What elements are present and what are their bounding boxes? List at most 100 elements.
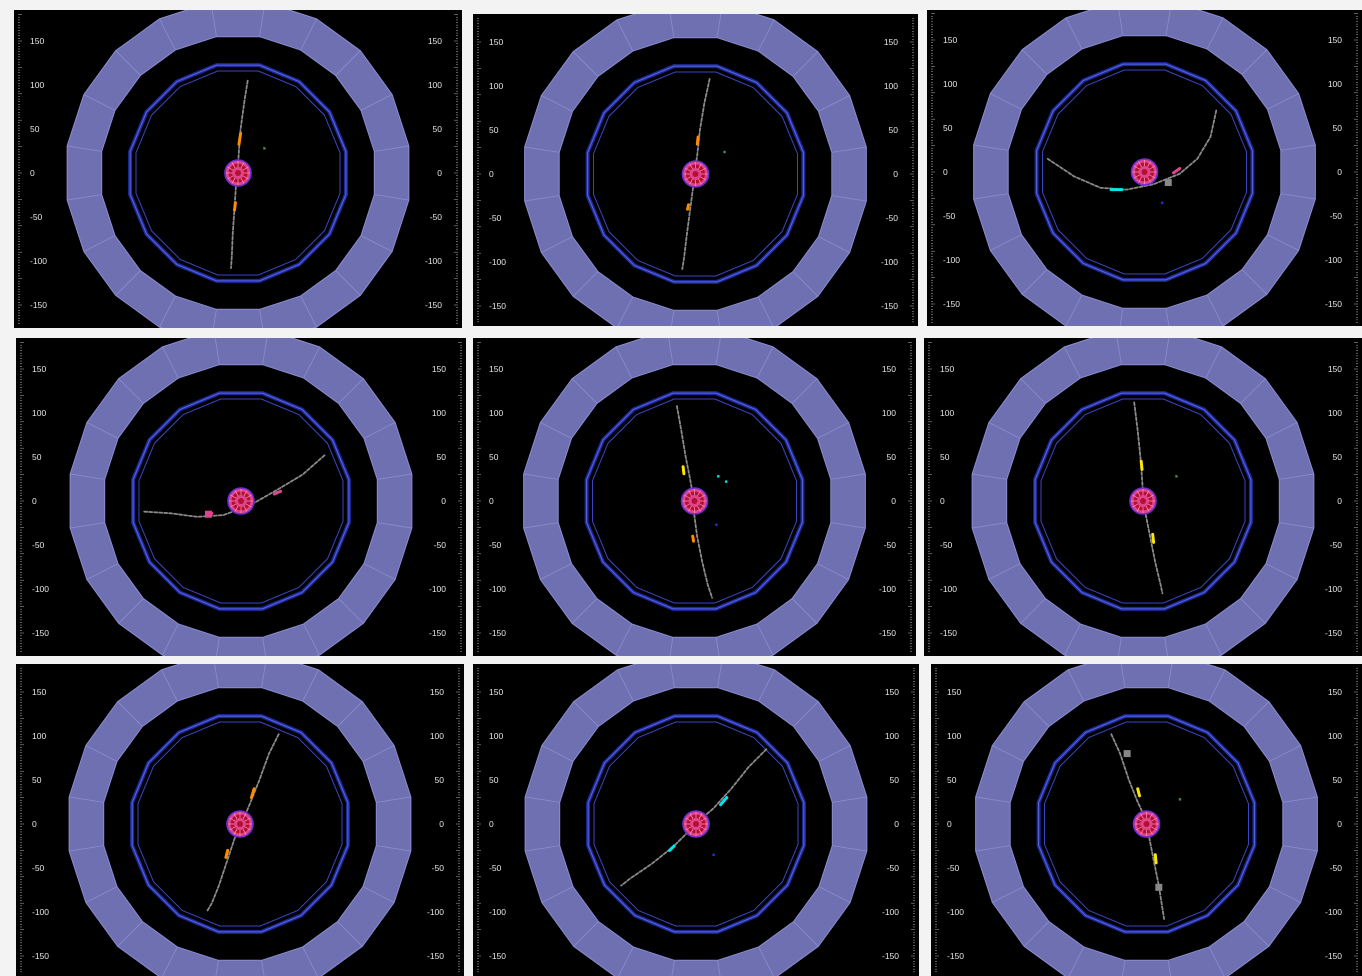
axis-tick-label: -50 [434,540,447,550]
event-panel-7: 150 100 50 0 -50 -100 -150 150 100 50 0 -50 -100 -150 [16,664,464,976]
right-axis: 150 100 50 0 -50 -100 -150 [427,667,460,973]
hit [712,853,715,856]
axis-tick-label: -100 [947,907,964,917]
axis-tick-label: 150 [885,687,899,697]
axis-tick-label: -150 [879,628,896,638]
axis-tick-label: -150 [427,951,444,961]
track-segment [249,787,256,800]
detector-view: 150 100 50 0 -50 -100 -150 150 100 50 0 -50 -100 -150 [16,664,464,976]
isolated-hits [1123,750,1182,891]
axis-tick-label: 150 [882,364,896,374]
axis-tick-label: -150 [881,301,898,311]
inner-detector-ring [584,391,805,611]
track-segment [230,180,238,269]
axis-tick-label: 100 [432,408,446,418]
axis-tick-label: 100 [489,81,503,91]
left-axis: 150 100 50 0 -50 -100 -150 [935,667,964,973]
inner-detector-ring [585,64,806,284]
axis-tick-label: -50 [489,540,502,550]
track-segment [719,796,729,807]
right-axis: 150 100 50 0 -50 -100 -150 [1325,667,1358,973]
axis-tick-label: -100 [882,907,899,917]
axis-tick-label: 150 [32,364,46,374]
central-tracker-core [680,487,709,515]
isolated-hits [1160,179,1172,204]
axis-tick-label: 150 [489,37,503,47]
particle-tracks [205,733,280,913]
hit [1178,798,1182,801]
axis-tick-label: 100 [1328,408,1342,418]
particle-tracks [681,78,711,270]
track-segment [237,131,243,147]
isolated-hits [263,147,266,150]
axis-tick-label: -100 [940,584,957,594]
track-segment [681,181,695,270]
axis-tick-label: 50 [943,123,953,133]
axis-tick-label: -100 [32,584,49,594]
axis-tick-label: -150 [32,951,49,961]
axis-tick-label: -50 [1330,211,1343,221]
left-axis: 150 100 50 0 -50 -100 -150 [477,342,506,652]
central-tracker-core [1129,487,1157,515]
particle-tracks [1133,401,1164,595]
axis-tick-label: 0 [489,169,494,179]
axis-tick-label: 150 [430,687,444,697]
track-segment [272,489,283,496]
detector-view: 150 100 50 0 -50 -100 -150 150 100 50 0 -50 -100 -150 [473,14,918,326]
central-tracker-core [227,487,255,515]
axis-tick-label: -50 [489,863,502,873]
track-segment [668,844,676,852]
right-axis: 150 100 50 0 -50 -100 -150 [425,14,458,324]
axis-tick-label: -50 [32,540,45,550]
hit [204,510,212,518]
left-axis: 150 100 50 0 -50 -100 -150 [20,342,49,652]
axis-tick-label: -150 [30,300,47,310]
axis-tick-label: -50 [940,540,953,550]
axis-tick-label: 100 [489,731,503,741]
isolated-hits [204,510,212,518]
particle-tracks [230,79,249,269]
axis-tick-label: -150 [425,300,442,310]
axis-tick-label: 0 [1337,496,1342,506]
axis-tick-label: 100 [430,731,444,741]
axis-tick-label: 50 [489,452,499,462]
event-panel-4: 150 100 50 0 -50 -100 -150 150 100 50 0 -50 -100 -150 [16,338,466,656]
event-panel-5: 150 100 50 0 -50 -100 -150 150 100 50 0 -50 -100 -150 [473,338,916,656]
axis-tick-label: -150 [489,951,506,961]
inner-detector-ring [1033,391,1253,611]
axis-tick-label: -100 [1325,584,1342,594]
axis-tick-label: -150 [489,301,506,311]
axis-tick-label: 50 [889,125,899,135]
event-panel-1: 150 100 50 0 -50 -100 -150 150 100 50 0 -50 -100 -150 [14,10,462,328]
left-axis: 150 100 50 0 -50 -100 -150 [477,17,506,323]
particle-tracks [675,405,714,599]
axis-tick-label: 0 [32,496,37,506]
right-axis: 150 100 50 0 -50 -100 -150 [882,667,915,973]
axis-tick-label: 0 [940,496,945,506]
central-tracker-core [1132,810,1161,838]
axis-tick-label: 0 [439,819,444,829]
inner-detector-ring [586,714,806,934]
axis-tick-label: 100 [428,80,442,90]
inner-detector-ring [1034,62,1255,282]
track-segment [620,827,693,887]
axis-tick-label: 50 [947,775,957,785]
left-axis: 150 100 50 0 -50 -100 -150 [18,14,47,324]
track-segment [692,508,714,599]
central-tracker-core [681,160,710,188]
axis-tick-label: 50 [489,775,499,785]
axis-tick-label: 0 [943,167,948,177]
axis-tick-label: 50 [940,452,950,462]
axis-tick-label: 100 [1328,731,1342,741]
axis-tick-label: -50 [32,863,45,873]
right-axis: 150 100 50 0 -50 -100 -150 [1325,13,1358,323]
axis-tick-label: 100 [32,731,46,741]
axis-tick-label: 0 [894,819,899,829]
left-axis: 150 100 50 0 -50 -100 -150 [928,342,957,652]
track-segment [1136,787,1141,798]
axis-tick-label: 50 [437,452,447,462]
axis-tick-label: 0 [947,819,952,829]
axis-tick-label: 50 [1333,775,1343,785]
right-axis: 150 100 50 0 -50 -100 -150 [881,17,914,323]
inner-detector-ring [128,63,348,283]
